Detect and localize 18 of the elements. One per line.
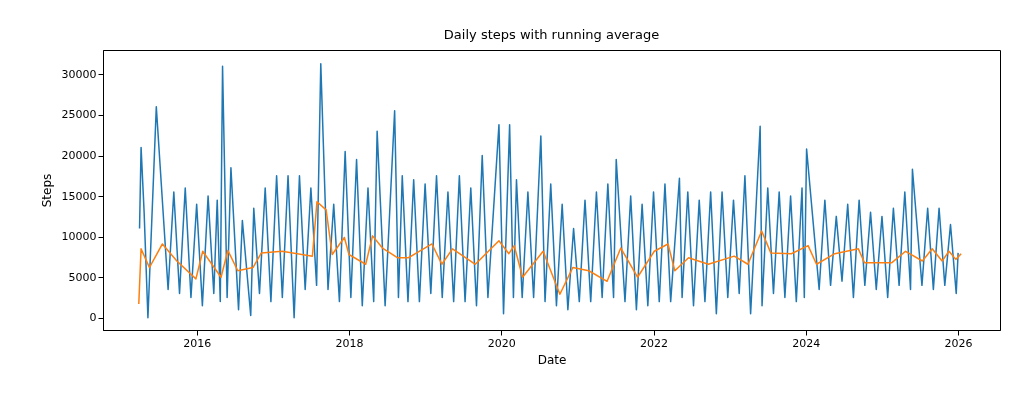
line-series bbox=[138, 201, 962, 305]
y-tick-label: 10000 bbox=[61, 230, 97, 244]
x-tick-label: 2024 bbox=[792, 336, 821, 350]
y-tick-label: 15000 bbox=[61, 189, 97, 203]
y-tick-label: 5000 bbox=[68, 270, 97, 284]
y-tick-label: 0 bbox=[89, 311, 97, 325]
y-tick-label: 20000 bbox=[61, 149, 97, 163]
y-axis-title: Steps bbox=[39, 173, 54, 208]
x-axis-title: Date bbox=[537, 352, 567, 367]
y-tick-label: 25000 bbox=[61, 108, 97, 122]
x-tick-label: 2020 bbox=[487, 336, 516, 350]
x-tick-label: 2018 bbox=[335, 336, 364, 350]
x-tick-label: 2026 bbox=[944, 336, 973, 350]
y-tick-label: 30000 bbox=[61, 67, 97, 81]
line-series bbox=[138, 63, 959, 319]
x-tick-label: 2022 bbox=[640, 336, 669, 350]
x-tick-label: 2016 bbox=[183, 336, 212, 350]
chart-title: Daily steps with running average bbox=[443, 27, 660, 42]
